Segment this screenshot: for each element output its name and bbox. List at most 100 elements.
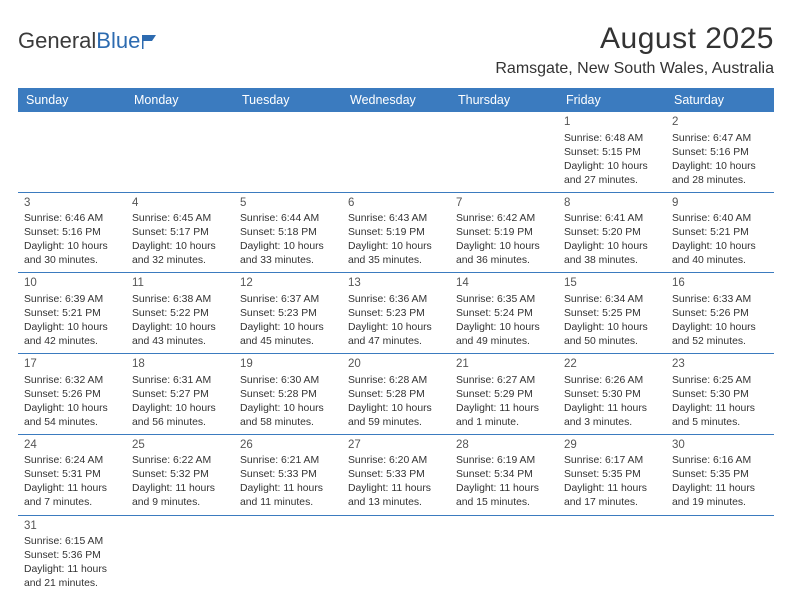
- day-detail: Daylight: 10 hours: [24, 240, 120, 254]
- day-number: 13: [348, 276, 444, 292]
- day-detail: Sunrise: 6:38 AM: [132, 293, 228, 307]
- day-detail: Daylight: 10 hours: [456, 321, 552, 335]
- day-detail: Daylight: 11 hours: [672, 402, 768, 416]
- day-number: 4: [132, 196, 228, 212]
- day-detail: Sunrise: 6:48 AM: [564, 132, 660, 146]
- day-detail: Sunrise: 6:37 AM: [240, 293, 336, 307]
- day-detail: and 3 minutes.: [564, 416, 660, 430]
- day-detail: Daylight: 11 hours: [564, 482, 660, 496]
- day-detail: and 56 minutes.: [132, 416, 228, 430]
- calendar-cell: 19Sunrise: 6:30 AMSunset: 5:28 PMDayligh…: [234, 354, 342, 434]
- day-detail: Daylight: 10 hours: [348, 402, 444, 416]
- calendar-week: 31Sunrise: 6:15 AMSunset: 5:36 PMDayligh…: [18, 516, 774, 596]
- day-detail: Daylight: 11 hours: [132, 482, 228, 496]
- day-detail: Sunset: 5:27 PM: [132, 388, 228, 402]
- calendar-cell: 1Sunrise: 6:48 AMSunset: 5:15 PMDaylight…: [558, 112, 666, 192]
- day-header-fri: Friday: [558, 88, 666, 112]
- day-detail: Daylight: 10 hours: [456, 240, 552, 254]
- day-detail: Daylight: 10 hours: [132, 240, 228, 254]
- day-detail: Sunset: 5:18 PM: [240, 226, 336, 240]
- day-detail: Sunset: 5:16 PM: [672, 146, 768, 160]
- day-detail: Daylight: 11 hours: [240, 482, 336, 496]
- calendar-cell: 8Sunrise: 6:41 AMSunset: 5:20 PMDaylight…: [558, 193, 666, 273]
- calendar-cell: 31Sunrise: 6:15 AMSunset: 5:36 PMDayligh…: [18, 516, 126, 596]
- day-number: 10: [24, 276, 120, 292]
- day-header-wed: Wednesday: [342, 88, 450, 112]
- day-detail: Daylight: 10 hours: [564, 160, 660, 174]
- day-detail: Sunrise: 6:30 AM: [240, 374, 336, 388]
- day-detail: and 7 minutes.: [24, 496, 120, 510]
- calendar-cell: 20Sunrise: 6:28 AMSunset: 5:28 PMDayligh…: [342, 354, 450, 434]
- day-detail: Sunrise: 6:21 AM: [240, 454, 336, 468]
- day-detail: Sunrise: 6:28 AM: [348, 374, 444, 388]
- day-number: 3: [24, 196, 120, 212]
- day-number: 23: [672, 357, 768, 373]
- day-detail: and 43 minutes.: [132, 335, 228, 349]
- day-detail: and 17 minutes.: [564, 496, 660, 510]
- day-detail: Sunset: 5:30 PM: [564, 388, 660, 402]
- calendar-cell: 6Sunrise: 6:43 AMSunset: 5:19 PMDaylight…: [342, 193, 450, 273]
- day-number: 24: [24, 438, 120, 454]
- day-detail: and 21 minutes.: [24, 577, 120, 591]
- day-detail: Daylight: 11 hours: [564, 402, 660, 416]
- day-detail: Sunset: 5:26 PM: [24, 388, 120, 402]
- calendar-cell: 11Sunrise: 6:38 AMSunset: 5:22 PMDayligh…: [126, 273, 234, 353]
- day-header-tue: Tuesday: [234, 88, 342, 112]
- calendar-cell: [126, 112, 234, 192]
- calendar-cell: [450, 112, 558, 192]
- day-number: 2: [672, 115, 768, 131]
- day-detail: and 28 minutes.: [672, 174, 768, 188]
- calendar-cell: 18Sunrise: 6:31 AMSunset: 5:27 PMDayligh…: [126, 354, 234, 434]
- calendar-cell: [126, 516, 234, 596]
- calendar-cell: 4Sunrise: 6:45 AMSunset: 5:17 PMDaylight…: [126, 193, 234, 273]
- day-number: 31: [24, 519, 120, 535]
- day-detail: Sunset: 5:36 PM: [24, 549, 120, 563]
- day-detail: Sunset: 5:28 PM: [240, 388, 336, 402]
- day-detail: and 58 minutes.: [240, 416, 336, 430]
- calendar-cell: 29Sunrise: 6:17 AMSunset: 5:35 PMDayligh…: [558, 435, 666, 515]
- day-detail: Sunset: 5:22 PM: [132, 307, 228, 321]
- calendar-cell: 28Sunrise: 6:19 AMSunset: 5:34 PMDayligh…: [450, 435, 558, 515]
- day-detail: Sunrise: 6:20 AM: [348, 454, 444, 468]
- calendar-cell: 5Sunrise: 6:44 AMSunset: 5:18 PMDaylight…: [234, 193, 342, 273]
- day-detail: and 32 minutes.: [132, 254, 228, 268]
- calendar-cell: 23Sunrise: 6:25 AMSunset: 5:30 PMDayligh…: [666, 354, 774, 434]
- day-detail: Sunset: 5:17 PM: [132, 226, 228, 240]
- day-detail: Sunrise: 6:25 AM: [672, 374, 768, 388]
- day-detail: Sunset: 5:28 PM: [348, 388, 444, 402]
- calendar-cell: 9Sunrise: 6:40 AMSunset: 5:21 PMDaylight…: [666, 193, 774, 273]
- day-detail: Daylight: 11 hours: [24, 482, 120, 496]
- day-number: 5: [240, 196, 336, 212]
- day-detail: Sunrise: 6:46 AM: [24, 212, 120, 226]
- day-number: 29: [564, 438, 660, 454]
- day-number: 26: [240, 438, 336, 454]
- day-detail: Sunrise: 6:22 AM: [132, 454, 228, 468]
- day-detail: Sunset: 5:23 PM: [348, 307, 444, 321]
- day-detail: Sunrise: 6:15 AM: [24, 535, 120, 549]
- day-number: 21: [456, 357, 552, 373]
- day-number: 9: [672, 196, 768, 212]
- day-detail: Sunrise: 6:44 AM: [240, 212, 336, 226]
- calendar-cell: 17Sunrise: 6:32 AMSunset: 5:26 PMDayligh…: [18, 354, 126, 434]
- day-detail: Daylight: 10 hours: [672, 240, 768, 254]
- calendar-cell: [342, 516, 450, 596]
- day-detail: Sunset: 5:23 PM: [240, 307, 336, 321]
- calendar-week: 3Sunrise: 6:46 AMSunset: 5:16 PMDaylight…: [18, 193, 774, 274]
- day-detail: and 38 minutes.: [564, 254, 660, 268]
- day-header-thu: Thursday: [450, 88, 558, 112]
- day-detail: Sunset: 5:20 PM: [564, 226, 660, 240]
- day-detail: Daylight: 11 hours: [672, 482, 768, 496]
- calendar-cell: [558, 516, 666, 596]
- day-detail: and 9 minutes.: [132, 496, 228, 510]
- calendar-week: 24Sunrise: 6:24 AMSunset: 5:31 PMDayligh…: [18, 435, 774, 516]
- day-detail: Sunset: 5:16 PM: [24, 226, 120, 240]
- calendar-cell: 22Sunrise: 6:26 AMSunset: 5:30 PMDayligh…: [558, 354, 666, 434]
- day-detail: Daylight: 10 hours: [672, 321, 768, 335]
- day-detail: Daylight: 10 hours: [132, 321, 228, 335]
- day-number: 12: [240, 276, 336, 292]
- logo-text-dark: General: [18, 28, 96, 54]
- day-detail: and 33 minutes.: [240, 254, 336, 268]
- calendar-cell: 16Sunrise: 6:33 AMSunset: 5:26 PMDayligh…: [666, 273, 774, 353]
- logo-flag-icon: [142, 33, 164, 49]
- day-detail: Daylight: 10 hours: [564, 321, 660, 335]
